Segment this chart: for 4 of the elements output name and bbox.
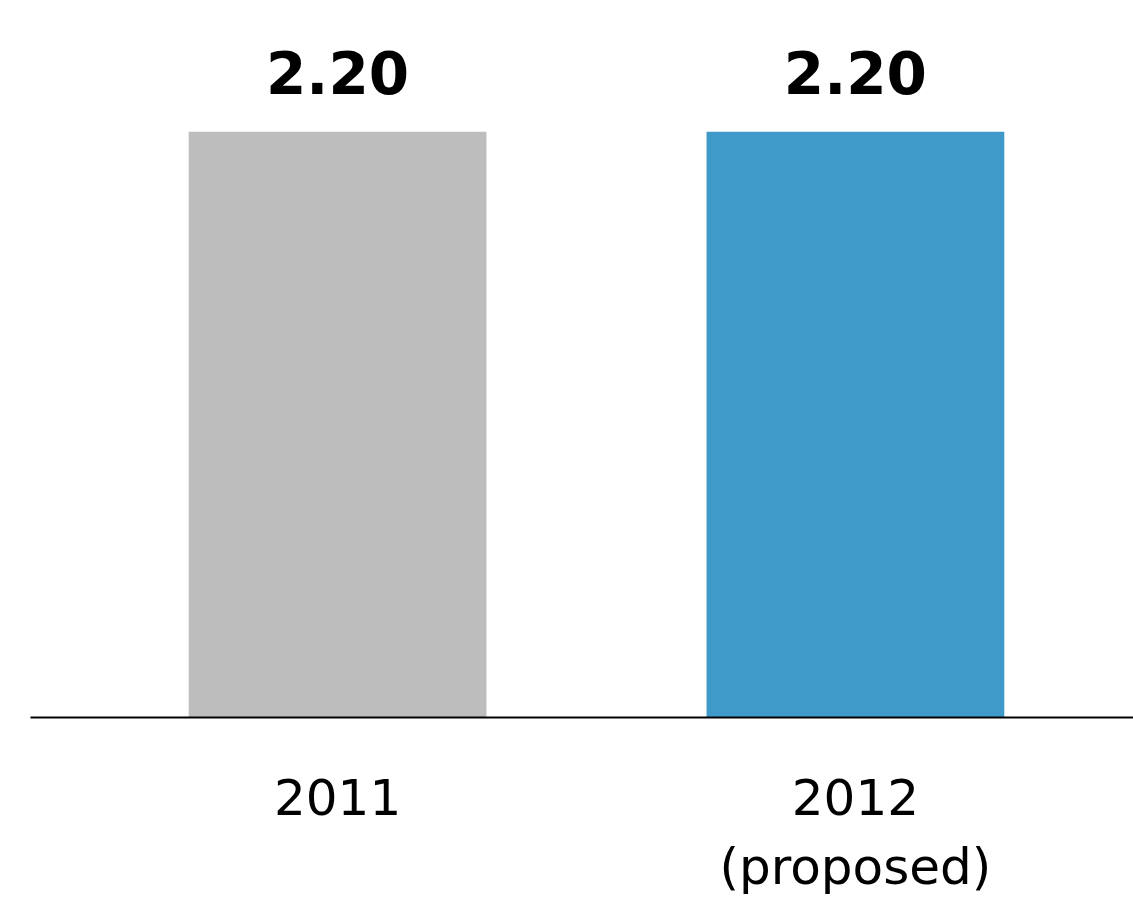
- x-tick-label: 2012 (proposed): [719, 768, 992, 897]
- x-tick-label: 2011: [273, 768, 402, 827]
- data-label: 2.20: [266, 39, 410, 108]
- data-label: 2.20: [783, 39, 927, 108]
